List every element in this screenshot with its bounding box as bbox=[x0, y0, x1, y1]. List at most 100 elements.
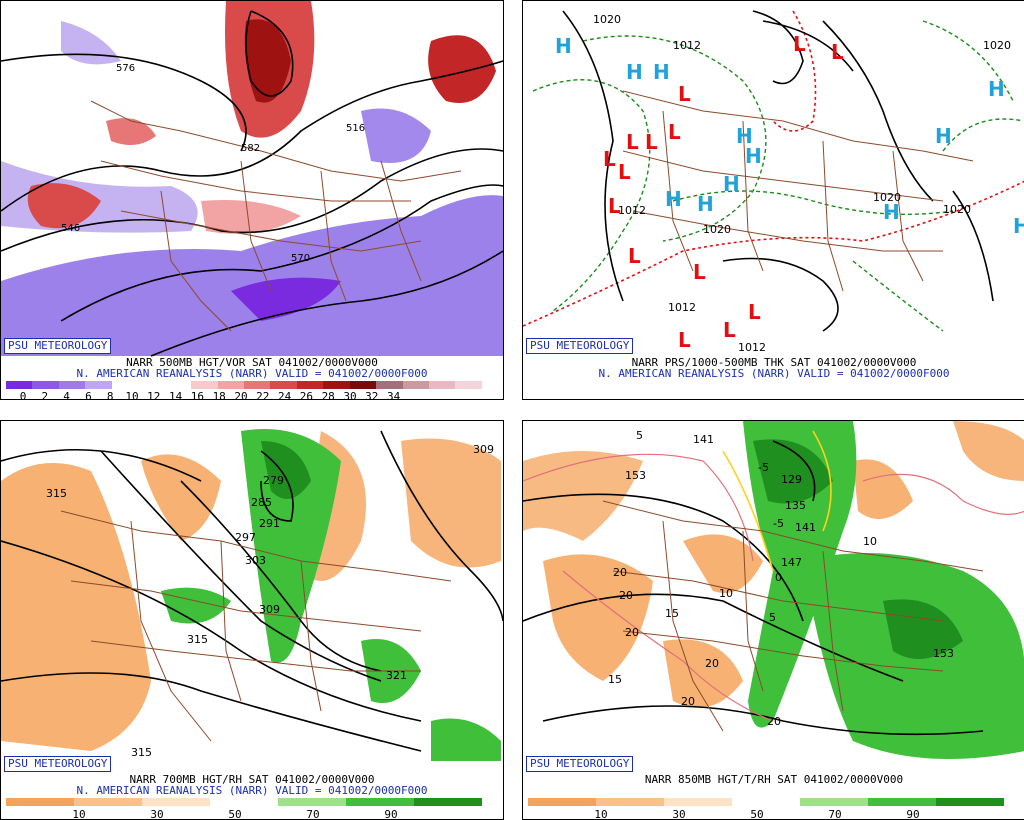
contour-label: 135 bbox=[785, 499, 806, 512]
low-pressure-symbol: L bbox=[678, 82, 691, 106]
caption-title: NARR 500MB HGT/VOR SAT 041002/0000V000 bbox=[126, 356, 378, 369]
colorbar-tick-label: 90 bbox=[384, 808, 398, 820]
pressure-thickness-map: 1020 1012 1020 1012 1020 1020 1012 1020 … bbox=[523, 10, 1024, 354]
low-pressure-symbol: L bbox=[618, 160, 631, 184]
contour-label: 15 bbox=[608, 673, 622, 686]
contour-label: 315 bbox=[131, 746, 152, 759]
contour-label: 141 bbox=[795, 521, 816, 534]
colorbar-swatch bbox=[217, 381, 244, 389]
contour-label: 129 bbox=[781, 473, 802, 486]
low-pressure-symbol: L bbox=[628, 244, 641, 268]
high-pressure-symbol: H bbox=[626, 60, 643, 84]
high-pressure-symbol: H bbox=[745, 144, 762, 168]
pressure-label: 1020 bbox=[983, 39, 1011, 52]
colorbar-tick-label: 70 bbox=[306, 808, 320, 820]
colorbar-swatch bbox=[349, 381, 377, 389]
pressure-label: 1020 bbox=[593, 13, 621, 26]
colorbar-tick-label: 4 bbox=[63, 390, 70, 400]
colorbar-swatch bbox=[455, 381, 482, 389]
colorbar-swatch bbox=[414, 798, 482, 806]
low-pressure-symbol: L bbox=[608, 194, 621, 218]
colorbar-tick-label: 30 bbox=[343, 390, 357, 400]
colorbar-swatch bbox=[6, 798, 74, 806]
high-pressure-symbol: H bbox=[555, 34, 572, 58]
contour-label: 303 bbox=[245, 554, 266, 567]
colorbar-swatch bbox=[596, 798, 664, 806]
psu-meteorology-stamp: PSU METEOROLOGY bbox=[526, 338, 634, 354]
panel-850mb-temp-rh: 153 141 135 129 141 147 153 5 -5 -5 5 15… bbox=[522, 420, 1024, 820]
colorbar-tick-label: 50 bbox=[750, 808, 764, 820]
caption-title: NARR PRS/1000-500MB THK SAT 041002/0000V… bbox=[631, 356, 917, 369]
low-pressure-symbol: L bbox=[793, 32, 806, 56]
contour-label: 570 bbox=[291, 253, 310, 264]
caption-valid: N. AMERICAN REANALYSIS (NARR) VALID = 04… bbox=[598, 367, 950, 380]
contour-label: 582 bbox=[241, 143, 260, 154]
contour-label: 20 bbox=[767, 715, 781, 728]
contour-label: 10 bbox=[719, 587, 733, 600]
colorbar-tick-label: 28 bbox=[321, 390, 335, 400]
vorticity-colorbar bbox=[6, 381, 482, 389]
pressure-label: 1020 bbox=[873, 191, 901, 204]
pressure-label: 1012 bbox=[618, 204, 646, 217]
rh-colorbar-ticks: 10 30 50 70 90 bbox=[523, 808, 1024, 820]
colorbar-tick-label: 16 bbox=[190, 390, 205, 400]
panel-500mb-vorticity: 576 582 516 546 570 PSU METEOROLOGY NARR… bbox=[0, 0, 504, 400]
contour-label: 285 bbox=[251, 496, 272, 509]
contour-label: 20 bbox=[619, 589, 633, 602]
colorbar-swatch bbox=[6, 381, 33, 389]
high-pressure-symbol: H bbox=[723, 172, 740, 196]
low-pressure-symbol: L bbox=[645, 130, 658, 154]
colorbar-tick-label: 26 bbox=[299, 390, 314, 400]
colorbar-tick-label: 6 bbox=[85, 390, 92, 400]
colorbar-tick-label: 0 bbox=[19, 390, 27, 400]
low-pressure-symbol: L bbox=[626, 130, 639, 154]
colorbar-swatch bbox=[528, 798, 596, 806]
contour-label: 20 bbox=[625, 626, 639, 639]
colorbar-tick-label: 32 bbox=[365, 390, 379, 400]
contour-label: 576 bbox=[116, 63, 135, 74]
low-pressure-symbol: L bbox=[678, 328, 691, 352]
low-pressure-symbol: L bbox=[723, 318, 736, 342]
contour-label: 309 bbox=[259, 603, 280, 616]
contour-label: 315 bbox=[46, 487, 67, 500]
contour-label: 315 bbox=[187, 633, 208, 646]
colorbar-swatch bbox=[936, 798, 1004, 806]
high-pressure-symbol: H bbox=[665, 187, 682, 211]
high-pressure-symbol: H bbox=[653, 60, 670, 84]
colorbar-swatch bbox=[85, 381, 112, 389]
colorbar-swatch bbox=[323, 381, 350, 389]
colorbar-tick-label: 14 bbox=[168, 390, 183, 400]
colorbar-swatch bbox=[142, 798, 210, 806]
psu-meteorology-stamp: PSU METEOROLOGY bbox=[4, 756, 112, 772]
contour-label: 516 bbox=[346, 123, 365, 134]
pressure-label: 1020 bbox=[703, 223, 731, 236]
high-pressure-symbol: H bbox=[1013, 214, 1024, 238]
colorbar-swatch bbox=[296, 381, 324, 389]
colorbar-swatch bbox=[278, 798, 346, 806]
low-pressure-symbol: L bbox=[603, 147, 616, 171]
low-pressure-symbol: L bbox=[748, 300, 761, 324]
contour-label: -5 bbox=[773, 517, 784, 530]
pressure-label: 1012 bbox=[738, 341, 766, 354]
colorbar-tick-label: 10 bbox=[72, 808, 86, 820]
high-pressure-symbol: H bbox=[935, 124, 952, 148]
low-pressure-symbol: L bbox=[693, 260, 706, 284]
colorbar-tick-label: 70 bbox=[828, 808, 842, 820]
colorbar-swatch bbox=[32, 381, 59, 389]
contour-label: 291 bbox=[259, 517, 280, 530]
pressure-label: 1012 bbox=[668, 301, 696, 314]
contour-label: 20 bbox=[705, 657, 719, 670]
contour-label: 5 bbox=[769, 611, 776, 624]
high-pressure-symbol: H bbox=[736, 124, 753, 148]
colorbar-swatch bbox=[800, 798, 868, 806]
contour-label: 147 bbox=[781, 556, 802, 569]
colorbar-tick-label: 10 bbox=[594, 808, 608, 820]
colorbar-swatch bbox=[346, 798, 414, 806]
caption-valid: N. AMERICAN REANALYSIS (NARR) VALID = 04… bbox=[76, 784, 428, 797]
low-pressure-symbol: L bbox=[668, 120, 681, 144]
colorbar-swatch bbox=[243, 381, 271, 389]
contour-label: 10 bbox=[863, 535, 877, 548]
contour-label: 309 bbox=[473, 443, 494, 456]
caption-title: NARR 850MB HGT/T/RH SAT 041002/0000V000 bbox=[644, 773, 904, 786]
colorbar-swatch bbox=[191, 381, 218, 389]
